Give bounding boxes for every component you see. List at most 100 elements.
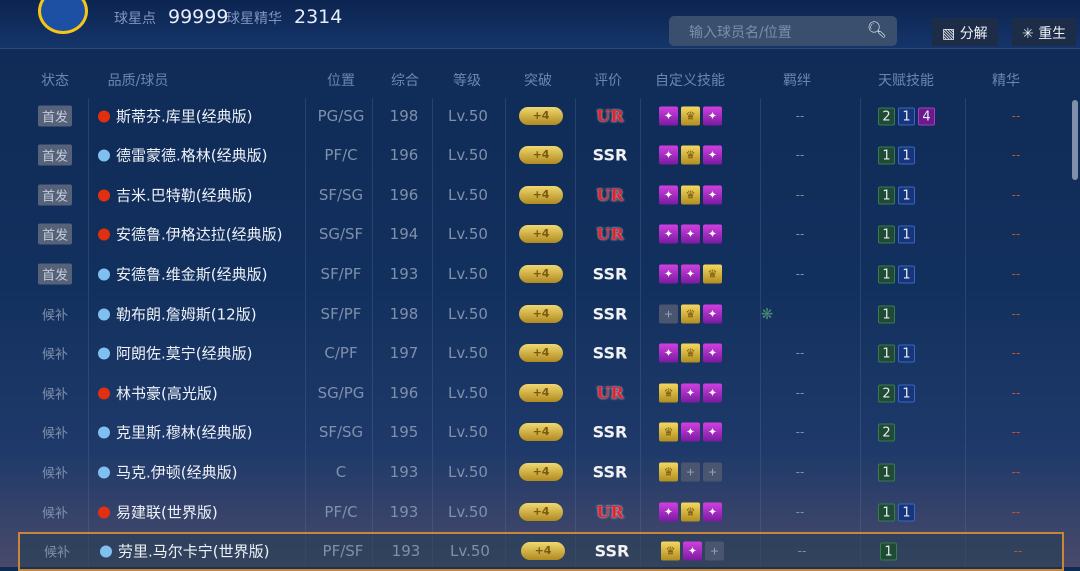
decompose-button[interactable]: ▧ 分解 — [932, 18, 998, 46]
position: SG/PG — [317, 383, 365, 402]
skill-icon[interactable]: ♛ — [681, 145, 700, 165]
skill-icon[interactable]: ✦ — [681, 422, 700, 442]
player-row[interactable]: 首发 安德鲁.伊格达拉(经典版) SG/SF 194 Lv.50 +4 UR ✦ ✦ ✦ -- 1 1-… — [18, 215, 1064, 254]
skill-icon[interactable]: ✦ — [659, 106, 678, 125]
skill-icon[interactable]: ♛ — [659, 462, 678, 482]
player-row[interactable]: 候补 林书豪(高光版) SG/PG 196 Lv.50 +4 UR ♛ ✦ ✦ -- 2 1 -- — [18, 373, 1064, 412]
player-name[interactable]: 斯蒂芬.库里(经典版) — [98, 105, 252, 126]
talent-badge: 1 — [878, 305, 895, 323]
skill-icon[interactable]: ✦ — [681, 383, 700, 403]
player-name[interactable]: 安德鲁.伊格达拉(经典版) — [98, 224, 282, 245]
column-divider — [505, 98, 506, 567]
position: C/PF — [324, 344, 358, 363]
essence: -- — [1011, 346, 1021, 361]
add-skill-icon[interactable]: + — [681, 462, 700, 482]
player-row[interactable]: 首发 斯蒂芬.库里(经典版) PG/SG 198 Lv.50 +4 UR ✦ ♛ ✦ -- 2 1 4 -- — [18, 96, 1064, 135]
skill-icon[interactable]: ✦ — [659, 502, 678, 521]
player-row[interactable]: 候补 勒布朗.詹姆斯(12版) SF/PF 198 Lv.50 +4 SSR + ♛ ✦ ❋ 1 -- — [18, 294, 1064, 333]
skill-icon[interactable]: ✦ — [659, 224, 678, 244]
player-name[interactable]: 易建联(世界版) — [98, 501, 218, 522]
player-name-text: 安德鲁.伊格达拉(经典版) — [116, 225, 283, 244]
skill-icon[interactable]: ✦ — [683, 541, 702, 561]
skill-icon[interactable]: ✦ — [703, 145, 722, 165]
add-skill-icon[interactable]: + — [703, 462, 722, 482]
skill-icon[interactable]: ✦ — [703, 106, 722, 125]
talent-badge: 1 — [880, 542, 897, 561]
player-name[interactable]: 马克.伊顿(经典版) — [98, 461, 237, 482]
skill-icon[interactable]: ✦ — [703, 185, 722, 205]
rebirth-button[interactable]: ✳ 重生 — [1012, 18, 1077, 46]
talent-badge: 1 — [898, 186, 915, 205]
search-placeholder: 输入球员名/位置 — [689, 25, 792, 41]
add-skill-icon[interactable]: + — [659, 304, 678, 323]
player-name[interactable]: 劳里.马尔卡宁(世界版) — [100, 541, 269, 562]
rating: UR — [596, 185, 624, 205]
skill-icon[interactable]: ✦ — [703, 383, 722, 403]
skill-icon[interactable]: ♛ — [681, 343, 700, 363]
player-name[interactable]: 林书豪(高光版) — [98, 382, 218, 403]
skill-icon[interactable]: ♛ — [703, 264, 722, 284]
essence: -- — [1011, 108, 1021, 123]
skill-icon[interactable]: ♛ — [659, 383, 678, 403]
skill-icon[interactable]: ✦ — [659, 185, 678, 205]
breakthrough-badge: +4 — [519, 383, 563, 402]
player-row[interactable]: 候补 易建联(世界版) PF/C 193 Lv.50 +4 UR ✦ ♛ ✦ -- 1 1 -- — [18, 492, 1064, 531]
level: Lv.50 — [448, 383, 488, 402]
skill-icon[interactable]: ♛ — [659, 422, 678, 442]
essence: -- — [1011, 464, 1021, 479]
talent-badge: 1 — [878, 225, 895, 244]
add-skill-icon[interactable]: + — [705, 541, 724, 561]
skill-icon[interactable]: ♛ — [681, 106, 700, 125]
column-divider — [760, 98, 761, 567]
player-row[interactable]: 候补 克里斯.穆林(经典版) SF/SG 195 Lv.50 +4 SSR ♛ ✦ ✦ -- 2 -- — [18, 413, 1064, 452]
quality-dot — [98, 189, 110, 202]
talent-badge: 1 — [898, 344, 915, 363]
column-divider — [372, 98, 373, 567]
bond: -- — [795, 346, 805, 361]
skill-icon[interactable]: ✦ — [681, 224, 700, 244]
player-name[interactable]: 吉米.巴特勒(经典版) — [98, 184, 252, 205]
custom-skills: ✦ ♛ ✦ — [659, 106, 725, 125]
skill-icon[interactable]: ✦ — [703, 422, 722, 442]
position: PF/C — [324, 502, 358, 521]
player-row[interactable]: 候补 劳里.马尔卡宁(世界版) PF/SF 193 Lv.50 +4 SSR ♛ ✦ + -- 1 -- — [18, 531, 1064, 571]
skill-icon[interactable]: ♛ — [681, 304, 700, 323]
search-input[interactable]: 输入球员名/位置 🔍︎ — [669, 16, 897, 46]
rating: SSR — [592, 145, 628, 165]
skill-icon[interactable]: ✦ — [703, 502, 722, 521]
player-name[interactable]: 安德鲁.维金斯(经典版) — [98, 263, 267, 284]
player-name-text: 林书豪(高光版) — [116, 384, 218, 403]
player-name[interactable]: 阿朗佐.莫宁(经典版) — [98, 343, 252, 364]
skill-icon[interactable]: ✦ — [703, 343, 722, 363]
talent-badge: 1 — [898, 225, 915, 244]
player-row[interactable]: 首发 吉米.巴特勒(经典版) SF/SG 196 Lv.50 +4 UR ✦ ♛ ✦ -- 1 1 -- — [18, 175, 1064, 214]
player-name[interactable]: 勒布朗.詹姆斯(12版) — [98, 303, 257, 324]
skill-icon[interactable]: ♛ — [681, 185, 700, 205]
rating: UR — [596, 224, 624, 244]
scrollbar[interactable] — [1072, 100, 1078, 180]
skill-icon[interactable]: ♛ — [661, 541, 680, 561]
skill-icon[interactable]: ✦ — [659, 343, 678, 363]
skill-icon[interactable]: ♛ — [681, 502, 700, 521]
search-icon[interactable]: 🔍︎ — [866, 20, 887, 39]
player-row[interactable]: 首发 安德鲁.维金斯(经典版) SF/PF 193 Lv.50 +4 SSR ✦ ✦ ♛ -- 1 1-… — [18, 254, 1064, 293]
skill-icon[interactable]: ✦ — [681, 264, 700, 284]
skill-icon[interactable]: ✦ — [659, 145, 678, 165]
bond: -- — [795, 504, 805, 519]
player-name[interactable]: 克里斯.穆林(经典版) — [98, 422, 252, 443]
skill-icon[interactable]: ✦ — [659, 264, 678, 284]
player-name-text: 安德鲁.维金斯(经典版) — [116, 265, 268, 284]
player-name[interactable]: 德雷蒙德.格林(经典版) — [98, 145, 267, 166]
skill-icon[interactable]: ✦ — [703, 304, 722, 323]
player-name-text: 马克.伊顿(经典版) — [116, 463, 238, 482]
player-row[interactable]: 候补 马克.伊顿(经典版) C 193 Lv.50 +4 SSR ♛ + + -- 1 -- — [18, 452, 1064, 491]
player-row[interactable]: 首发 德雷蒙德.格林(经典版) PF/C 196 Lv.50 +4 SSR ✦ ♛ ✦ -- 1 1 -- — [18, 136, 1064, 175]
player-row[interactable]: 候补 阿朗佐.莫宁(经典版) C/PF 197 Lv.50 +4 SSR ✦ ♛ ✦ -- 1 1 -- — [18, 334, 1064, 373]
status-badge: 候补 — [41, 426, 69, 442]
skill-icon[interactable]: ✦ — [703, 224, 722, 244]
level: Lv.50 — [448, 423, 488, 442]
